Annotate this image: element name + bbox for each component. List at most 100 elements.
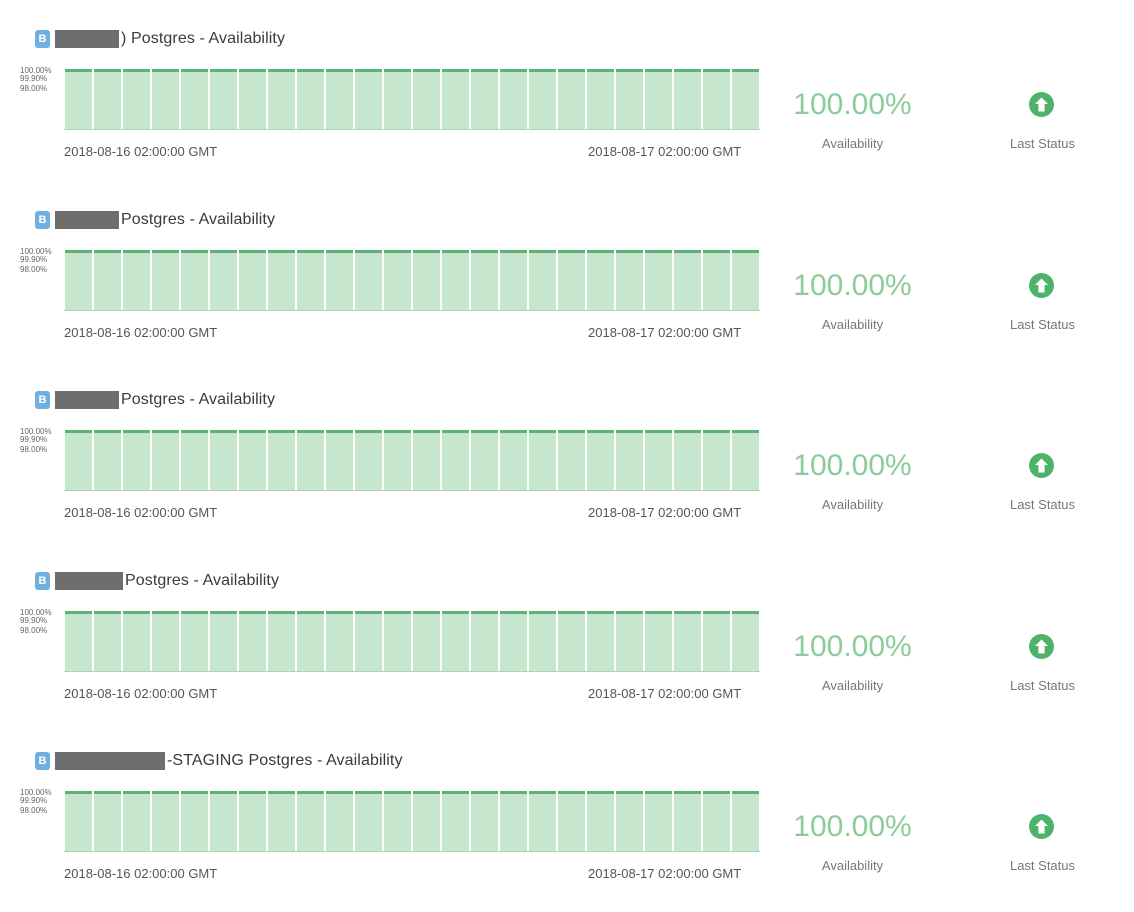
availability-bar[interactable] bbox=[123, 250, 150, 311]
availability-bar[interactable] bbox=[471, 791, 498, 852]
availability-bar[interactable] bbox=[442, 69, 469, 130]
availability-bar[interactable] bbox=[210, 430, 237, 491]
availability-bar[interactable] bbox=[268, 250, 295, 311]
availability-bar[interactable] bbox=[413, 611, 440, 672]
availability-bar[interactable] bbox=[239, 611, 266, 672]
availability-bar[interactable] bbox=[181, 611, 208, 672]
availability-bar[interactable] bbox=[239, 250, 266, 311]
monitor-title-row[interactable]: B Postgres - Availability bbox=[35, 570, 279, 592]
availability-bar[interactable] bbox=[674, 430, 701, 491]
monitor-title-row[interactable]: B Postgres - Availability bbox=[35, 389, 275, 411]
availability-bar[interactable] bbox=[384, 791, 411, 852]
availability-bar[interactable] bbox=[471, 69, 498, 130]
availability-bar[interactable] bbox=[558, 430, 585, 491]
availability-bar[interactable] bbox=[65, 791, 92, 852]
availability-bar[interactable] bbox=[645, 69, 672, 130]
availability-bar[interactable] bbox=[297, 430, 324, 491]
availability-bar[interactable] bbox=[152, 69, 179, 130]
availability-bar[interactable] bbox=[645, 611, 672, 672]
availability-bar[interactable] bbox=[297, 791, 324, 852]
availability-bar[interactable] bbox=[587, 611, 614, 672]
availability-bar[interactable] bbox=[326, 791, 353, 852]
availability-bar[interactable] bbox=[355, 69, 382, 130]
availability-bar[interactable] bbox=[123, 69, 150, 130]
availability-bar[interactable] bbox=[442, 611, 469, 672]
availability-bar[interactable] bbox=[123, 430, 150, 491]
availability-bar[interactable] bbox=[384, 430, 411, 491]
availability-bar[interactable] bbox=[355, 430, 382, 491]
availability-bar[interactable] bbox=[616, 250, 643, 311]
availability-bar[interactable] bbox=[616, 611, 643, 672]
availability-bar[interactable] bbox=[326, 69, 353, 130]
monitor-title-row[interactable]: B ) Postgres - Availability bbox=[35, 28, 285, 50]
availability-bar[interactable] bbox=[94, 430, 121, 491]
availability-bar[interactable] bbox=[500, 791, 527, 852]
availability-bar[interactable] bbox=[123, 611, 150, 672]
availability-bar[interactable] bbox=[326, 250, 353, 311]
availability-bar[interactable] bbox=[732, 791, 759, 852]
availability-bar[interactable] bbox=[181, 430, 208, 491]
availability-bar[interactable] bbox=[239, 69, 266, 130]
availability-bar[interactable] bbox=[500, 69, 527, 130]
availability-bar[interactable] bbox=[587, 250, 614, 311]
availability-bar[interactable] bbox=[500, 430, 527, 491]
availability-bar[interactable] bbox=[616, 791, 643, 852]
availability-bar[interactable] bbox=[500, 611, 527, 672]
availability-bar[interactable] bbox=[123, 791, 150, 852]
availability-bar[interactable] bbox=[210, 69, 237, 130]
availability-bar[interactable] bbox=[558, 791, 585, 852]
availability-bar[interactable] bbox=[65, 611, 92, 672]
availability-bar[interactable] bbox=[732, 430, 759, 491]
availability-bar[interactable] bbox=[703, 791, 730, 852]
availability-bar[interactable] bbox=[587, 791, 614, 852]
availability-bar[interactable] bbox=[645, 250, 672, 311]
availability-bar[interactable] bbox=[442, 250, 469, 311]
availability-bar[interactable] bbox=[384, 250, 411, 311]
availability-bar[interactable] bbox=[442, 791, 469, 852]
availability-bar[interactable] bbox=[471, 250, 498, 311]
availability-bar[interactable] bbox=[558, 250, 585, 311]
availability-bar[interactable] bbox=[94, 69, 121, 130]
availability-bar[interactable] bbox=[210, 791, 237, 852]
availability-bar[interactable] bbox=[297, 69, 324, 130]
availability-bar[interactable] bbox=[529, 69, 556, 130]
availability-bar[interactable] bbox=[65, 430, 92, 491]
availability-bar[interactable] bbox=[732, 69, 759, 130]
availability-bar[interactable] bbox=[268, 611, 295, 672]
availability-bar[interactable] bbox=[268, 69, 295, 130]
availability-bar[interactable] bbox=[413, 250, 440, 311]
availability-bar[interactable] bbox=[413, 430, 440, 491]
availability-bar[interactable] bbox=[210, 250, 237, 311]
availability-bar[interactable] bbox=[181, 250, 208, 311]
availability-bar[interactable] bbox=[674, 791, 701, 852]
availability-bar[interactable] bbox=[65, 250, 92, 311]
availability-bar[interactable] bbox=[268, 791, 295, 852]
availability-bar[interactable] bbox=[181, 791, 208, 852]
availability-bar[interactable] bbox=[471, 611, 498, 672]
availability-bar[interactable] bbox=[616, 430, 643, 491]
availability-bar[interactable] bbox=[558, 611, 585, 672]
availability-bar[interactable] bbox=[152, 430, 179, 491]
availability-bar[interactable] bbox=[703, 69, 730, 130]
availability-bar[interactable] bbox=[268, 430, 295, 491]
availability-bar[interactable] bbox=[529, 430, 556, 491]
availability-bar[interactable] bbox=[674, 611, 701, 672]
availability-bar[interactable] bbox=[94, 250, 121, 311]
availability-bar[interactable] bbox=[703, 611, 730, 672]
availability-bar[interactable] bbox=[703, 250, 730, 311]
availability-bar[interactable] bbox=[732, 250, 759, 311]
monitor-title-row[interactable]: B -STAGING Postgres - Availability bbox=[35, 750, 403, 772]
availability-bar[interactable] bbox=[413, 791, 440, 852]
availability-bar[interactable] bbox=[703, 430, 730, 491]
availability-bar[interactable] bbox=[152, 611, 179, 672]
availability-bar[interactable] bbox=[529, 791, 556, 852]
availability-bar[interactable] bbox=[152, 791, 179, 852]
availability-bar[interactable] bbox=[674, 69, 701, 130]
availability-bar[interactable] bbox=[413, 69, 440, 130]
monitor-title-row[interactable]: B Postgres - Availability bbox=[35, 209, 275, 231]
availability-bar[interactable] bbox=[181, 69, 208, 130]
availability-bar[interactable] bbox=[94, 611, 121, 672]
availability-bar[interactable] bbox=[558, 69, 585, 130]
availability-bar[interactable] bbox=[587, 69, 614, 130]
availability-bar[interactable] bbox=[355, 250, 382, 311]
